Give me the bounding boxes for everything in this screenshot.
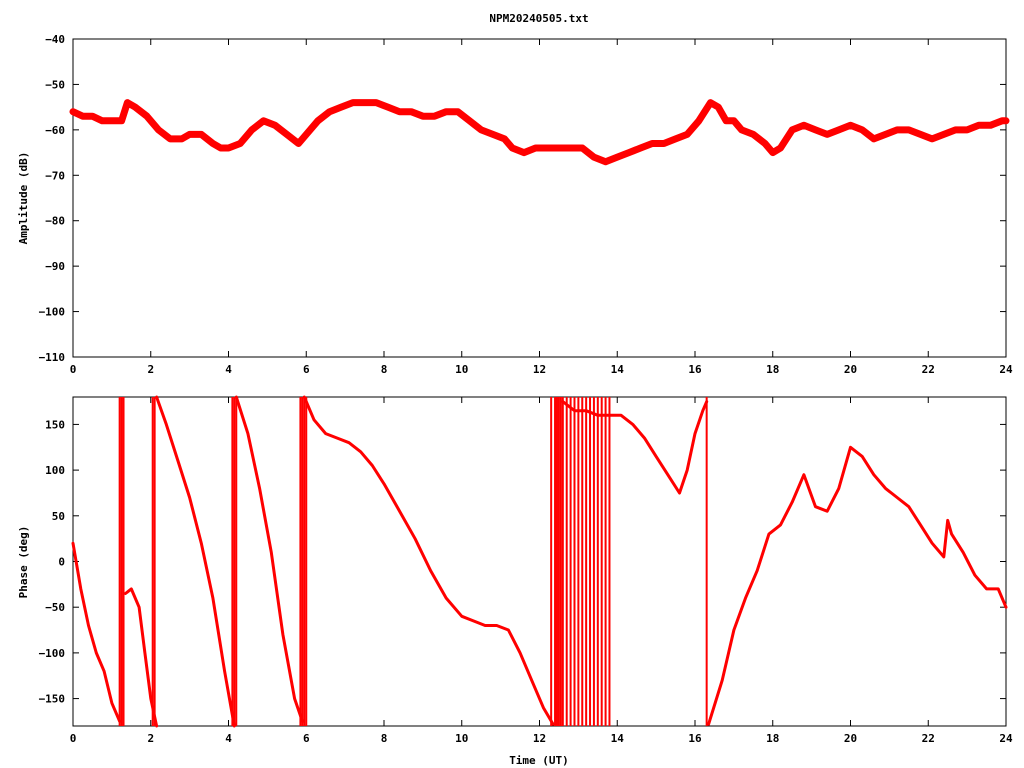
y-tick-label: 150 — [45, 418, 65, 431]
x-tick-label: 20 — [844, 363, 857, 376]
phase-y-axis-label: Phase (deg) — [17, 526, 30, 599]
phase-series-line — [155, 395, 236, 728]
x-tick-label: 16 — [688, 732, 702, 745]
x-tick-label: 14 — [611, 732, 625, 745]
x-tick-label: 18 — [766, 732, 779, 745]
y-tick-label: −70 — [45, 169, 65, 182]
amplitude-x-ticks: 0 2 4 6 8 10 12 14 16 18 20 22 24 — [70, 39, 1013, 376]
phase-series — [71, 395, 1008, 728]
x-tick-label: 8 — [381, 732, 388, 745]
x-tick-label: 10 — [455, 363, 468, 376]
y-tick-label: −80 — [45, 215, 65, 228]
x-tick-label: 24 — [999, 732, 1013, 745]
y-tick-label: −50 — [45, 601, 65, 614]
y-tick-label: −60 — [45, 124, 65, 137]
x-tick-label: 24 — [999, 363, 1013, 376]
x-tick-label: 4 — [225, 732, 232, 745]
y-tick-label: 50 — [52, 510, 65, 523]
x-tick-label: 18 — [766, 363, 779, 376]
y-tick-label: 0 — [58, 556, 65, 569]
x-tick-label: 0 — [70, 732, 77, 745]
y-tick-label: 100 — [45, 464, 65, 477]
x-tick-label: 2 — [147, 363, 154, 376]
amplitude-y-axis-label: Amplitude (dB) — [17, 152, 30, 245]
y-tick-label: −90 — [45, 260, 65, 273]
y-tick-label: −50 — [45, 78, 65, 91]
y-tick-label: −40 — [45, 33, 65, 46]
phase-series-line — [124, 587, 159, 728]
x-tick-label: 12 — [533, 363, 546, 376]
y-tick-label: −110 — [39, 351, 66, 364]
x-tick-label: 16 — [688, 363, 702, 376]
x-tick-label: 14 — [611, 363, 625, 376]
x-tick-label: 22 — [922, 363, 935, 376]
phase-series-line — [707, 445, 1008, 726]
x-tick-label: 22 — [922, 732, 935, 745]
x-tick-label: 2 — [147, 732, 154, 745]
phase-series-line — [71, 541, 122, 723]
x-tick-label: 0 — [70, 363, 77, 376]
chart-title: NPM20240505.txt — [489, 12, 588, 25]
y-tick-label: −150 — [39, 693, 66, 706]
x-tick-label: 10 — [455, 732, 468, 745]
phase-series-line — [234, 395, 304, 723]
amplitude-series-line — [69, 99, 1010, 166]
amplitude-y-ticks: −40 −50 −60 −70 −80 −90 −100 −110 — [39, 33, 1006, 364]
x-tick-label: 20 — [844, 732, 857, 745]
phase-y-ticks: 150 100 50 0 −50 −100 −150 — [39, 418, 1006, 706]
amplitude-plot: −40−50−60−70−80−90−100−110 0 2 4 6 8 10 12 14 16… — [17, 33, 1013, 376]
x-tick-label: 8 — [381, 363, 388, 376]
y-tick-label: −100 — [39, 647, 66, 660]
x-tick-label: 12 — [533, 732, 546, 745]
x-axis-label: Time (UT) — [509, 754, 569, 767]
y-tick-label: −100 — [39, 306, 66, 319]
amplitude-series — [69, 99, 1010, 166]
phase-plot-frame — [72, 396, 1007, 727]
x-tick-label: 6 — [303, 732, 310, 745]
amplitude-plot-frame — [72, 38, 1007, 358]
phase-x-ticks: 0 2 4 6 8 10 12 14 16 18 20 22 24 — [70, 397, 1013, 745]
phase-series-line — [561, 400, 709, 495]
x-tick-label: 6 — [303, 363, 310, 376]
phase-series-line — [302, 395, 555, 726]
x-tick-label: 4 — [225, 363, 232, 376]
